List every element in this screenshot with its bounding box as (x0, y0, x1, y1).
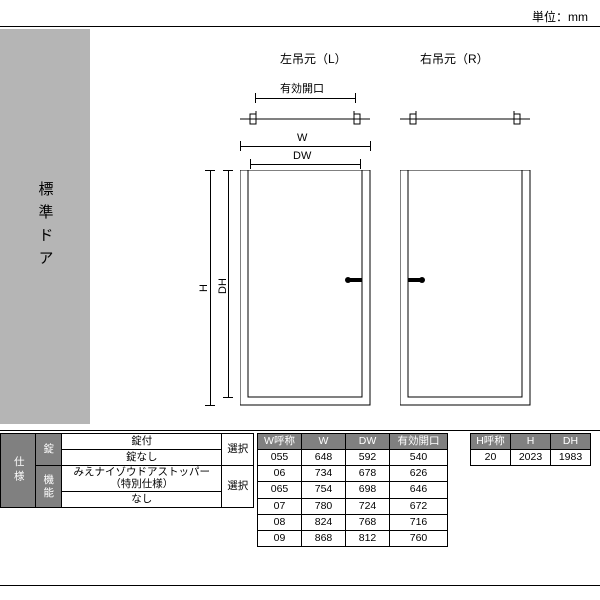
h-tick-t (205, 170, 215, 171)
table-cell: 626 (390, 466, 448, 482)
spec-header: 仕様 (1, 434, 36, 508)
door-left (240, 170, 372, 406)
spec-table: 仕様 錠 錠付 選択 錠なし 機能 みえナイゾウドアストッパー （特別仕様） 選… (0, 433, 254, 508)
table-cell: 698 (346, 482, 390, 498)
table-cell: 760 (390, 530, 448, 546)
table-cell: 055 (258, 450, 302, 466)
table-cell: 768 (346, 514, 390, 530)
dh-tick-t (223, 170, 233, 171)
table-cell: 672 (390, 498, 448, 514)
category-sidebar: 標準ドア (0, 29, 90, 424)
table-row: 065754698646 (258, 482, 448, 498)
table-row: 06734678626 (258, 466, 448, 482)
h-tick-b (205, 405, 215, 406)
func-header: 機能 (36, 466, 62, 508)
table-cell: 592 (346, 450, 390, 466)
table-cell: 540 (390, 450, 448, 466)
table-row: 055648592540 (258, 450, 448, 466)
dw-tick-r (360, 159, 361, 169)
unit-label: 単位：mm (532, 8, 588, 25)
col-header: W (302, 434, 346, 450)
h-label: H (198, 284, 210, 292)
bottom-rule (0, 585, 600, 586)
lock-header: 錠 (36, 434, 62, 466)
table-cell: 812 (346, 530, 390, 546)
right-hinge-label: 右吊元（R） (420, 50, 489, 67)
eff-tick-l (255, 93, 256, 103)
table-cell: 868 (302, 530, 346, 546)
table-cell: 648 (302, 450, 346, 466)
func-line1: みえナイゾウドアストッパー (74, 466, 211, 478)
table-cell: 646 (390, 482, 448, 498)
col-header: DW (346, 434, 390, 450)
eff-tick-r (355, 93, 356, 103)
w-tick-l (240, 141, 241, 151)
w-label: W (297, 132, 307, 144)
plan-left (240, 108, 370, 130)
table-row: 09868812760 (258, 530, 448, 546)
w-tick-r (370, 141, 371, 151)
spec-area: 仕様 錠 錠付 選択 錠なし 機能 みえナイゾウドアストッパー （特別仕様） 選… (0, 430, 600, 585)
table-cell: 2023 (511, 450, 551, 466)
lock-with: 錠付 (62, 434, 222, 450)
left-hinge-label: 左吊元（L） (280, 50, 347, 67)
table-cell: 754 (302, 482, 346, 498)
table-cell: 734 (302, 466, 346, 482)
col-header: H (511, 434, 551, 450)
table-row: 08824768716 (258, 514, 448, 530)
col-header: DH (551, 434, 591, 450)
diagram-area: 左吊元（L） 右吊元（R） 有効開口 W DW (100, 40, 590, 420)
func-none: なし (62, 492, 222, 508)
dh-tick-b (223, 397, 233, 398)
plan-right (400, 108, 530, 130)
col-header: H呼称 (471, 434, 511, 450)
lock-without: 錠なし (62, 450, 222, 466)
dw-line (250, 164, 360, 165)
category-title: 標準ドア (35, 181, 56, 273)
w-dimension-table: W呼称WDW有効開口 05564859254006734678626065754… (257, 433, 448, 547)
table-cell: 06 (258, 466, 302, 482)
col-header: W呼称 (258, 434, 302, 450)
col-header: 有効開口 (390, 434, 448, 450)
func-stopper: みえナイゾウドアストッパー （特別仕様） (62, 466, 222, 492)
table-cell: 065 (258, 482, 302, 498)
table-cell: 716 (390, 514, 448, 530)
h-line (210, 170, 211, 405)
table-row: 2020231983 (471, 450, 591, 466)
table-cell: 20 (471, 450, 511, 466)
w-line (240, 146, 370, 147)
table-row: 07780724672 (258, 498, 448, 514)
h-dimension-table: H呼称HDH 2020231983 (470, 433, 591, 466)
func-select: 選択 (222, 466, 254, 508)
door-right (400, 170, 532, 406)
table-cell: 07 (258, 498, 302, 514)
dh-label: DH (217, 278, 229, 294)
lock-select: 選択 (222, 434, 254, 466)
table-cell: 824 (302, 514, 346, 530)
table-cell: 780 (302, 498, 346, 514)
eff-opening-label: 有効開口 (280, 80, 324, 96)
table-cell: 08 (258, 514, 302, 530)
top-rule (0, 26, 600, 27)
table-cell: 09 (258, 530, 302, 546)
dw-tick-l (250, 159, 251, 169)
table-cell: 678 (346, 466, 390, 482)
func-line2: （特別仕様） (110, 478, 173, 490)
table-cell: 1983 (551, 450, 591, 466)
table-cell: 724 (346, 498, 390, 514)
eff-opening-line (255, 98, 355, 99)
dw-label: DW (293, 150, 311, 162)
